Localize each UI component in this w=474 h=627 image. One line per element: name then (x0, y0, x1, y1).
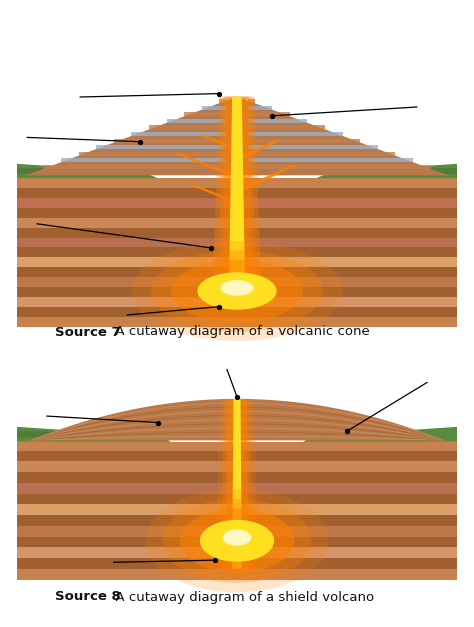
Polygon shape (17, 472, 457, 483)
Polygon shape (17, 218, 457, 228)
Polygon shape (17, 168, 136, 174)
Polygon shape (221, 97, 253, 308)
Polygon shape (248, 99, 255, 103)
Polygon shape (248, 139, 360, 142)
Polygon shape (233, 166, 298, 192)
Polygon shape (338, 168, 457, 174)
Polygon shape (17, 178, 457, 188)
Polygon shape (17, 267, 457, 277)
Polygon shape (114, 139, 226, 142)
Polygon shape (216, 399, 258, 569)
Polygon shape (217, 97, 257, 308)
Polygon shape (221, 399, 253, 569)
Ellipse shape (180, 508, 294, 573)
Ellipse shape (220, 280, 254, 296)
Polygon shape (248, 145, 378, 149)
Polygon shape (316, 164, 457, 178)
Polygon shape (17, 287, 457, 297)
Polygon shape (232, 399, 242, 569)
Polygon shape (172, 153, 241, 177)
Polygon shape (248, 132, 343, 136)
Polygon shape (96, 145, 226, 149)
Polygon shape (17, 526, 457, 537)
Polygon shape (166, 119, 226, 123)
Ellipse shape (131, 241, 343, 341)
Polygon shape (303, 427, 457, 442)
Polygon shape (17, 258, 457, 267)
Polygon shape (17, 431, 154, 438)
Polygon shape (202, 106, 226, 110)
Polygon shape (184, 112, 226, 116)
Polygon shape (17, 442, 457, 451)
Polygon shape (17, 558, 457, 569)
Polygon shape (17, 188, 457, 198)
Ellipse shape (200, 520, 274, 562)
Text: Source 7: Source 7 (55, 325, 120, 339)
Ellipse shape (197, 272, 277, 310)
Polygon shape (17, 297, 457, 307)
Polygon shape (79, 152, 226, 155)
Polygon shape (17, 307, 457, 317)
Polygon shape (248, 158, 413, 162)
Polygon shape (17, 547, 457, 558)
Polygon shape (131, 132, 226, 136)
Polygon shape (17, 238, 457, 248)
Polygon shape (17, 461, 457, 472)
Polygon shape (17, 399, 457, 440)
Ellipse shape (223, 530, 251, 545)
Polygon shape (17, 515, 457, 526)
Polygon shape (248, 165, 430, 169)
Ellipse shape (171, 260, 303, 322)
Polygon shape (17, 483, 457, 493)
Polygon shape (248, 125, 325, 129)
Polygon shape (17, 569, 457, 579)
Polygon shape (212, 97, 262, 308)
Polygon shape (17, 317, 457, 327)
Polygon shape (17, 427, 171, 442)
Text: A cutaway diagram of a shield volcano: A cutaway diagram of a shield volcano (107, 591, 374, 604)
Polygon shape (17, 451, 457, 461)
Polygon shape (44, 165, 226, 169)
Ellipse shape (146, 489, 328, 593)
Polygon shape (233, 140, 280, 160)
Text: A cutaway diagram of a volcanic cone: A cutaway diagram of a volcanic cone (107, 325, 370, 339)
Polygon shape (248, 106, 272, 110)
Polygon shape (17, 198, 457, 208)
Polygon shape (149, 125, 226, 129)
Polygon shape (17, 228, 457, 238)
Polygon shape (228, 97, 246, 308)
Polygon shape (198, 135, 241, 149)
Polygon shape (17, 537, 457, 547)
Polygon shape (17, 164, 158, 178)
Polygon shape (61, 158, 226, 162)
Polygon shape (219, 99, 226, 103)
Polygon shape (190, 186, 241, 202)
Polygon shape (225, 399, 249, 569)
Polygon shape (17, 504, 457, 515)
Polygon shape (17, 493, 457, 504)
Polygon shape (17, 277, 457, 287)
Polygon shape (248, 152, 395, 155)
Ellipse shape (151, 250, 323, 332)
Ellipse shape (163, 499, 311, 582)
Polygon shape (17, 248, 457, 258)
Text: Source 8: Source 8 (55, 591, 121, 604)
Polygon shape (248, 112, 290, 116)
Polygon shape (248, 119, 308, 123)
Polygon shape (26, 97, 448, 176)
Polygon shape (17, 208, 457, 218)
